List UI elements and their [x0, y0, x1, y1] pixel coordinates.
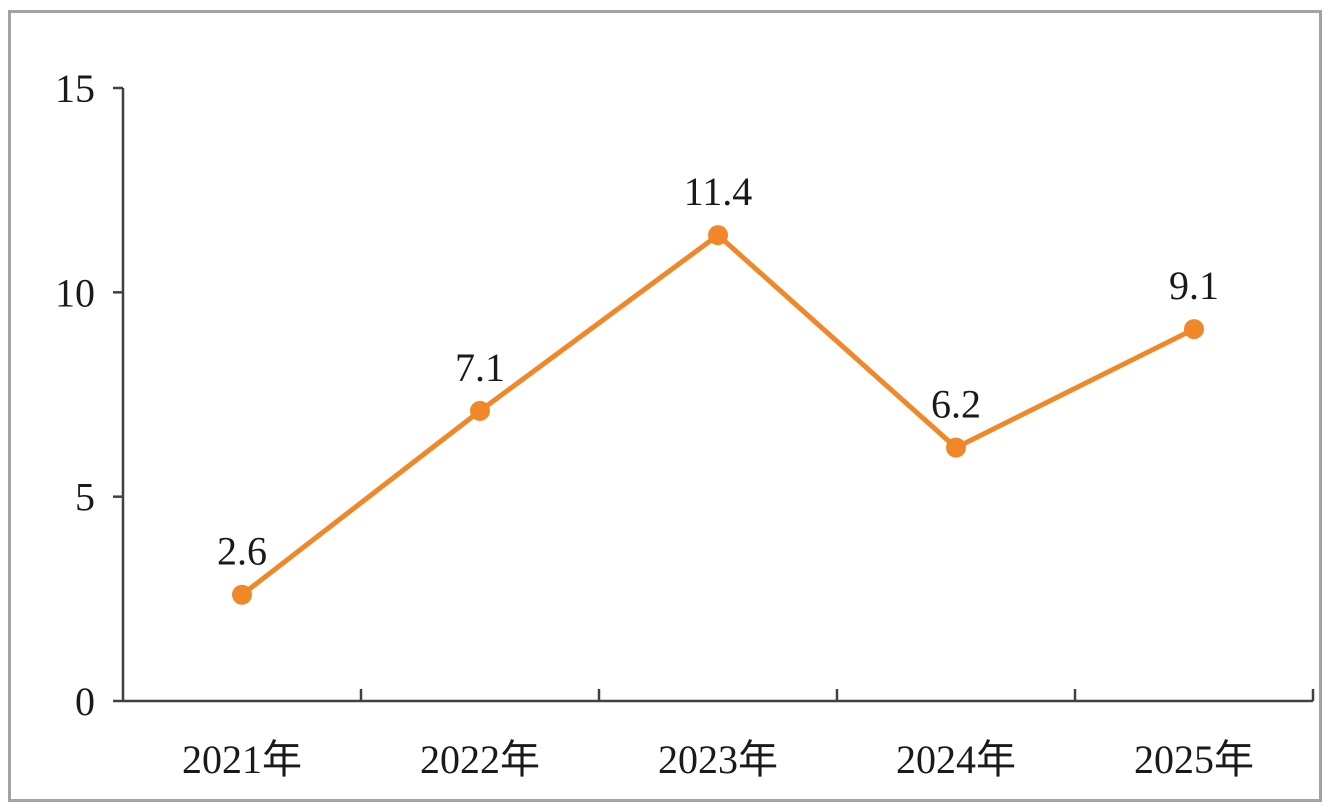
data-point: [946, 437, 966, 458]
x-tick-label: 2023年: [658, 737, 778, 782]
y-tick-label: 0: [75, 679, 95, 724]
y-tick-label: 10: [55, 270, 95, 315]
series-line: [240, 232, 1196, 597]
x-tick-label: 2025年: [1134, 737, 1254, 782]
data-label: 6.2: [931, 382, 981, 427]
chart-frame: [8, 10, 1322, 802]
labels-layer: 0 5 10 15 2021年 2022年 2023年 2024年 2025年 2.6 7.1 11.…: [55, 66, 1254, 782]
x-tick-label: 2021年: [182, 737, 302, 782]
x-tick-label: 2024年: [896, 737, 1016, 782]
series-layer: [232, 225, 1204, 605]
data-point: [470, 400, 490, 421]
data-point: [708, 225, 728, 246]
data-label: 9.1: [1169, 263, 1219, 308]
axes: [113, 86, 1315, 703]
y-tick-label: 5: [75, 475, 95, 520]
y-tick-label: 15: [55, 66, 95, 111]
data-point: [232, 584, 252, 605]
data-label: 2.6: [217, 529, 267, 574]
data-label: 11.4: [684, 169, 753, 214]
data-point: [1184, 319, 1204, 340]
x-tick-label: 2022年: [420, 737, 540, 782]
data-label: 7.1: [455, 345, 505, 390]
